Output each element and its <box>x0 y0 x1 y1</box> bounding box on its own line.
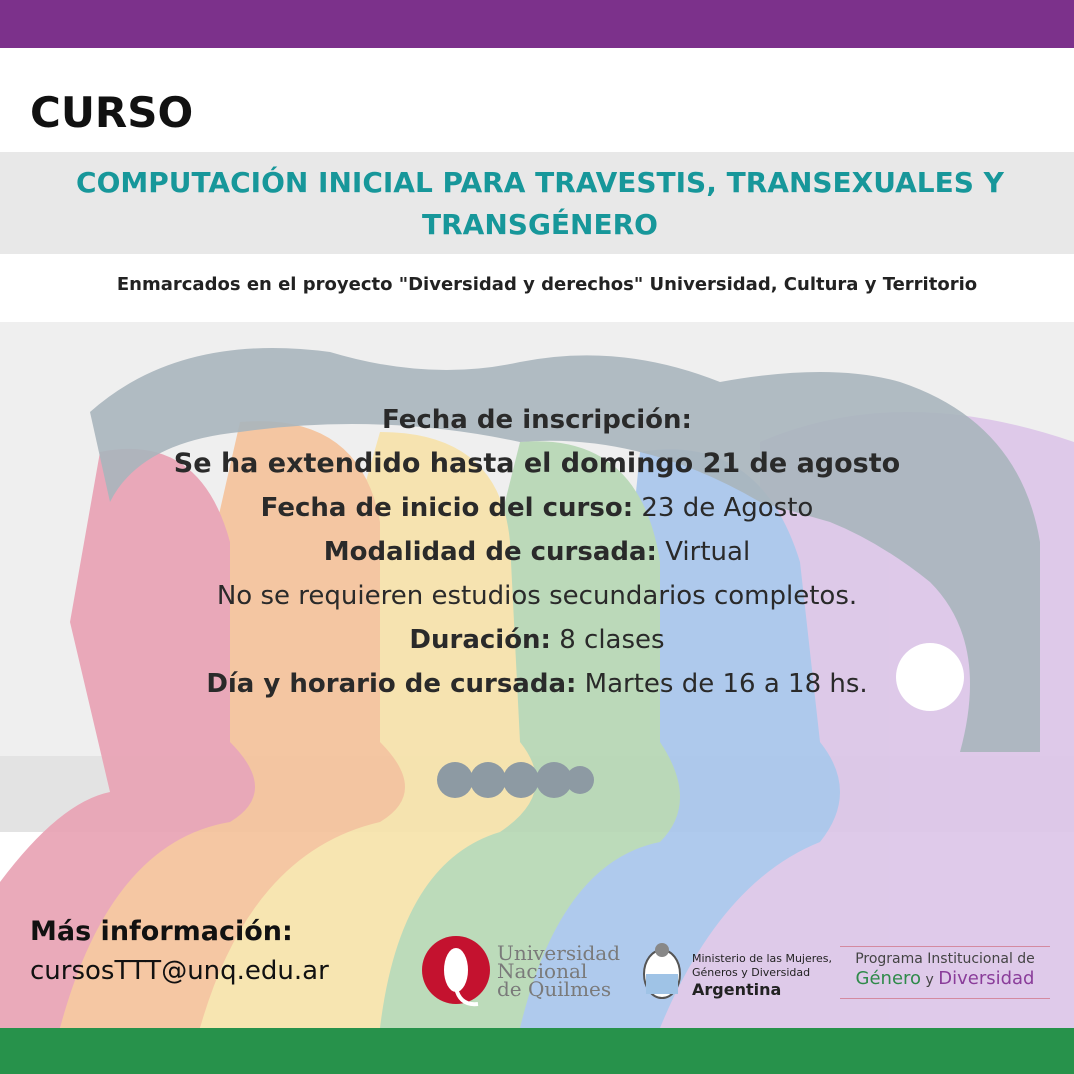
duracion-label: Duración: <box>409 625 551 655</box>
modalidad-label: Modalidad de cursada: <box>323 537 657 567</box>
title-band <box>0 152 1074 254</box>
label-curso: CURSO <box>30 88 194 137</box>
top-bar <box>0 0 1074 48</box>
modalidad-value: Virtual <box>656 537 751 567</box>
horario-label: Día y horario de cursada: <box>206 669 577 699</box>
subtitle: Enmarcados en el proyecto "Diversidad y … <box>116 274 978 295</box>
necklace-beads <box>437 762 594 798</box>
orange-figure <box>60 421 405 1028</box>
earring <box>896 643 964 711</box>
duracion-value: 8 clases <box>550 625 665 655</box>
requisito: No se requieren estudios secundarios com… <box>216 581 858 611</box>
inscripcion-label: Fecha de inscripción: <box>382 405 692 435</box>
contact-email[interactable]: cursosTTT@unq.edu.ar <box>30 956 329 986</box>
pink-figure <box>0 448 255 1028</box>
course-info: Fecha de inscripción: Se ha extendido ha… <box>0 398 1074 706</box>
argentina-shield-icon <box>643 943 681 999</box>
programa-logo: Programa Institucional de Género y Diver… <box>840 946 1050 999</box>
more-info-label: Más información: <box>30 916 293 947</box>
silhouettes-illustration <box>0 322 1074 1028</box>
horario-value: Martes de 16 a 18 hs. <box>576 669 868 699</box>
inscripcion-value: Se ha extendido hasta el domingo 21 de a… <box>173 448 901 479</box>
inicio-value: 23 de Agosto <box>633 493 814 523</box>
hair-shapes <box>90 348 1040 752</box>
inicio-label: Fecha de inicio del curso: <box>260 493 634 523</box>
unq-q-logo-icon <box>422 936 490 1007</box>
unq-logo-text: Universidad Nacional de Quilmes <box>497 941 621 1001</box>
bottom-bar <box>0 1028 1074 1074</box>
ministerio-logo: Ministerio de las Mujeres, Géneros y Dive… <box>692 952 833 999</box>
course-title: COMPUTACIÓN INICIAL PARA TRAVESTIS, TRAN… <box>76 166 1004 241</box>
